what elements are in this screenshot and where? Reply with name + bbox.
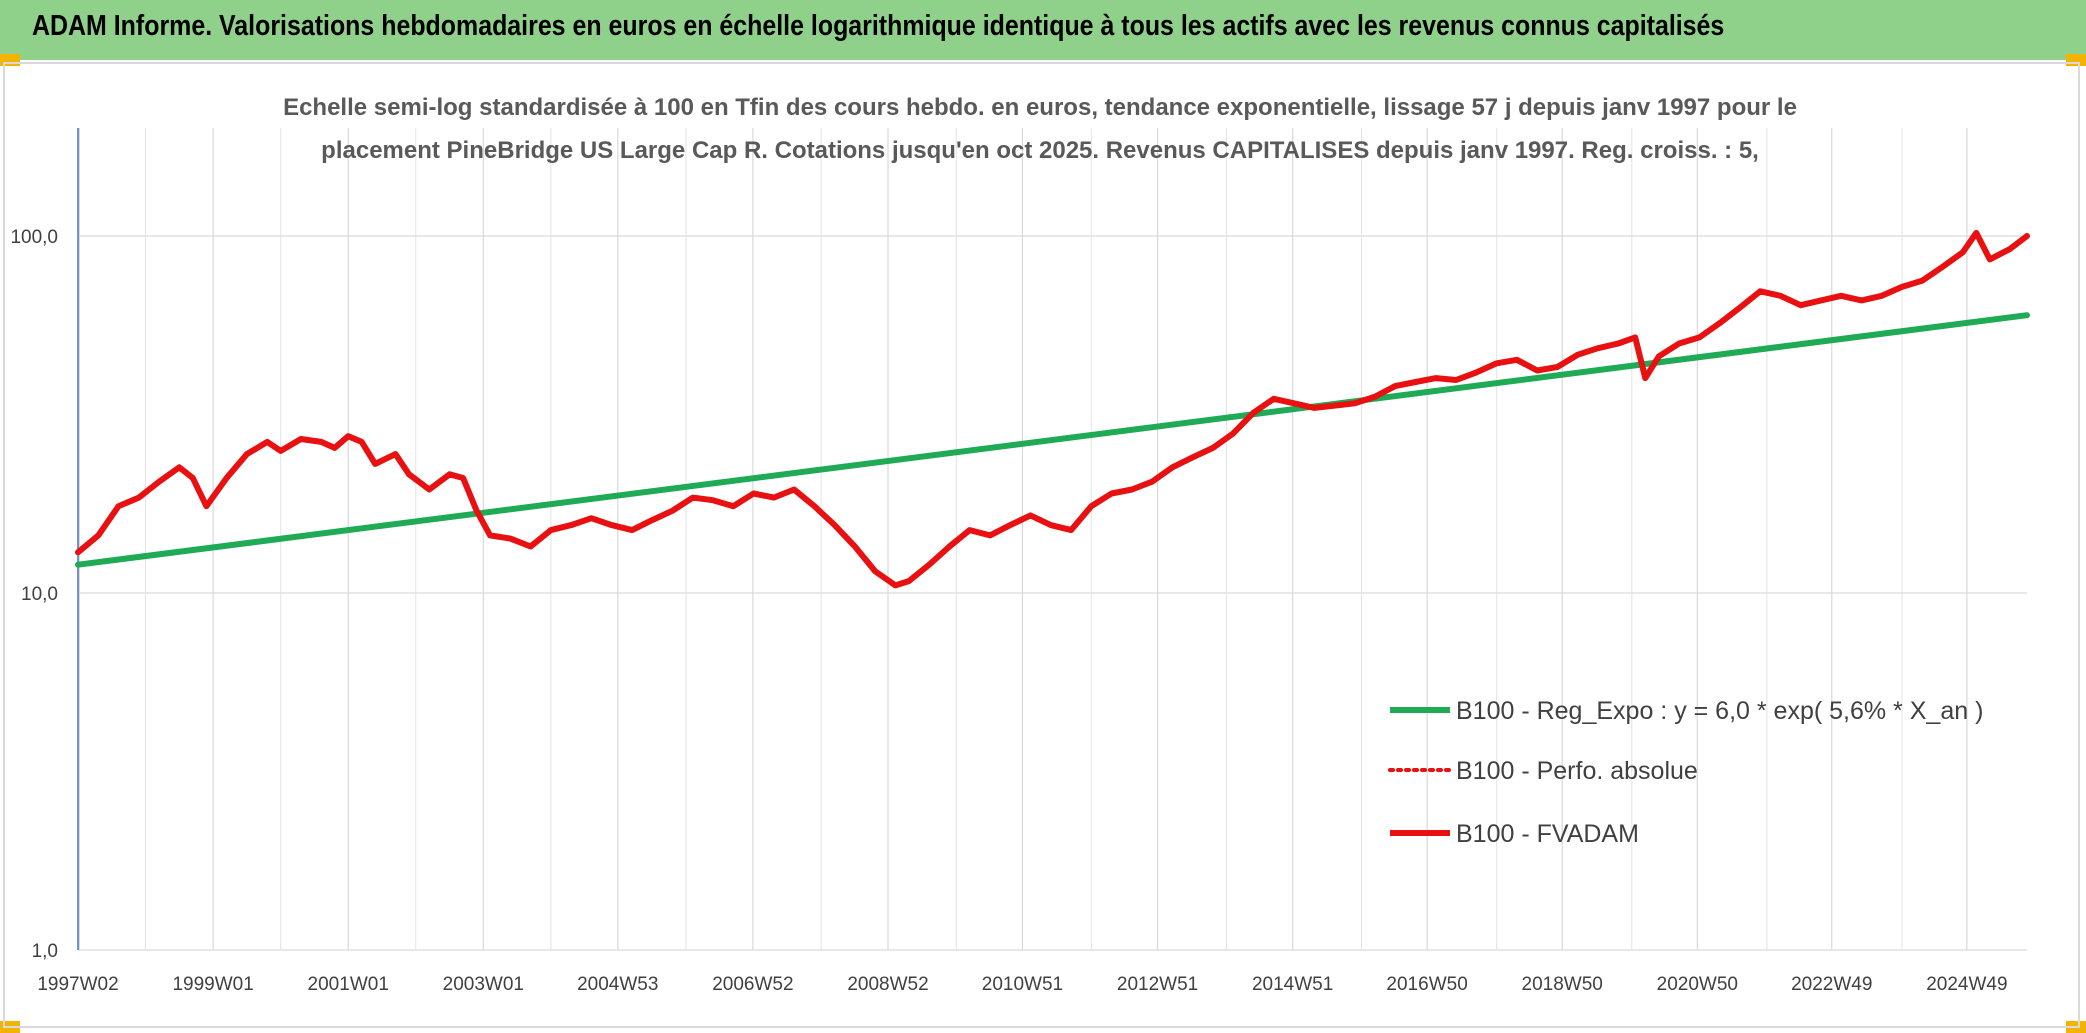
x-axis-ticks: 1997W02 1999W01 2001W01 2003W01 2004W53 2006W…: [37, 974, 2007, 995]
x-tick-label: 2010W51: [982, 974, 1063, 995]
report-title: ADAM Informe. Valorisations hebdomadaire…: [32, 10, 1725, 42]
x-tick-label: 2004W53: [577, 974, 658, 995]
x-tick-label: 2006W52: [712, 974, 793, 995]
y-tick-label: 100,0: [10, 227, 58, 248]
x-tick-label: 2024W49: [1926, 974, 2007, 995]
report-header: ADAM Informe. Valorisations hebdomadaire…: [0, 0, 2086, 60]
x-tick-label: 2022W49: [1791, 974, 1872, 995]
plot-border: [3, 62, 2080, 1028]
series-line-reg-expo: [75, 312, 2030, 568]
legend-label-reg-expo: B100 - Reg_Expo : y = 6,0 * exp( 5,6% * …: [1456, 697, 1983, 725]
chart-legend: B100 - Reg_Expo : y = 6,0 * exp( 5,6% * …: [1388, 697, 1983, 848]
x-tick-label: 1999W01: [172, 974, 253, 995]
chart-subtitle-line-2: placement PineBridge US Large Cap R. Cot…: [321, 137, 1759, 164]
x-tick-label: 2001W01: [308, 974, 389, 995]
x-tick-label: 2014W51: [1252, 974, 1333, 995]
x-tick-label: 2016W50: [1386, 974, 1467, 995]
x-tick-label: 2020W50: [1657, 974, 1738, 995]
legend-label-perfo-absolue: B100 - Perfo. absolue: [1456, 757, 1698, 785]
y-tick-label: 1,0: [32, 941, 58, 962]
legend-label-fvadam: B100 - FVADAM: [1456, 820, 1639, 848]
y-tick-label: 10,0: [21, 584, 58, 605]
chart-subtitle-line-1: Echelle semi-log standardisée à 100 en T…: [283, 94, 1797, 121]
series-group: [75, 229, 2030, 589]
y-axis-ticks: 1,0 10,0 100,0: [10, 227, 58, 962]
x-tick-label: 2018W50: [1522, 974, 1603, 995]
series-line-fvadam: [75, 229, 2030, 589]
x-tick-label: 2008W52: [847, 974, 928, 995]
x-tick-label: 1997W02: [37, 974, 118, 995]
x-tick-label: 2003W01: [443, 974, 524, 995]
gridlines: [78, 128, 2027, 951]
x-tick-label: 2012W51: [1117, 974, 1198, 995]
